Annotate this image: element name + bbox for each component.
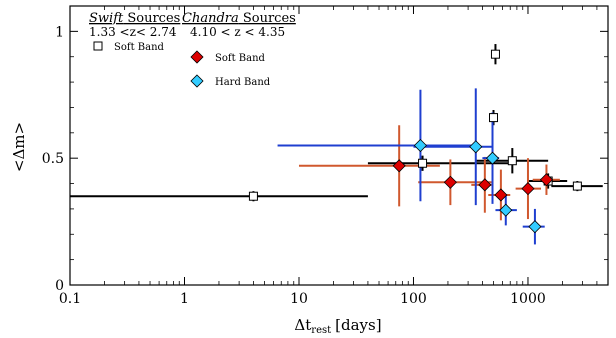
legend-chandra-hard-marker (190, 74, 204, 88)
data-point-diamond (443, 175, 457, 189)
data-point-square (490, 49, 500, 59)
legend-swift-soft-marker (93, 41, 103, 51)
data-point-diamond (478, 178, 492, 192)
legend-swift-title: Swift Sources (89, 11, 180, 26)
data-point-square (418, 158, 428, 168)
legend-chandra-title-rest: Sources (239, 11, 296, 26)
series-layer (70, 44, 603, 245)
legend-chandra-hard-label: Hard Band (215, 77, 271, 88)
plot-frame (69, 5, 609, 286)
legend-chandra-soft-label: Soft Band (215, 53, 266, 64)
legend-chandra-range: 4.10 < z < 4.35 (190, 25, 285, 39)
data-point-square (572, 181, 582, 191)
x-tick-label: 100 (400, 291, 427, 307)
x-tick-label: 0.1 (59, 291, 81, 307)
x-tick-label: 1000 (510, 291, 546, 307)
data-point-diamond (413, 138, 427, 153)
data-point-diamond (485, 151, 500, 165)
data-point-diamond (469, 140, 483, 154)
legend-chandra-title-italic: Chandra (182, 11, 239, 26)
legend-swift-soft-label: Soft Band (114, 42, 165, 53)
x-axis-label-unit: [days] (335, 316, 381, 334)
legend-swift-title-rest: Sources (123, 11, 180, 26)
legend-swift-title-italic: Swift (89, 11, 124, 26)
data-point-square (507, 156, 517, 166)
data-point-square (489, 113, 499, 123)
x-axis-label-sub: rest (311, 325, 331, 336)
data-point-diamond (539, 173, 554, 187)
x-tick-label: 10 (290, 291, 308, 307)
legend-swift-range: 1.33 <z< 2.74 (89, 25, 177, 39)
y-tick-label: 0.5 (42, 151, 64, 167)
data-point-diamond (528, 220, 542, 234)
data-point-diamond (521, 182, 535, 196)
data-point-diamond (494, 188, 508, 202)
x-axis-label-main: Δt (294, 316, 311, 334)
data-point-diamond (392, 159, 406, 173)
axis-ticks: 0.1 1 10 100 1000 0 0.5 1 (42, 5, 608, 307)
data-point-square (248, 191, 258, 201)
x-axis-label: Δtrest [days] (294, 316, 381, 336)
legend: Swift Sources 1.33 <z< 2.74 Soft Band Ch… (89, 11, 296, 88)
legend-chandra-title: Chandra Sources (182, 11, 296, 26)
data-point-diamond (499, 203, 513, 217)
y-tick-label: 1 (55, 24, 64, 40)
x-tick-label: 1 (180, 291, 189, 307)
legend-chandra-soft-marker (190, 50, 204, 64)
y-axis-label: <Δm> (10, 122, 28, 172)
y-tick-label: 0 (55, 278, 64, 294)
